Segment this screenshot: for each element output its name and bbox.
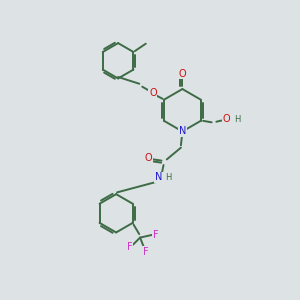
Text: N: N xyxy=(155,172,162,182)
Text: H: H xyxy=(234,115,241,124)
Text: F: F xyxy=(153,230,158,240)
Text: H: H xyxy=(165,172,172,182)
Text: O: O xyxy=(145,153,152,163)
Text: N: N xyxy=(179,126,186,136)
Text: F: F xyxy=(127,242,133,252)
Text: O: O xyxy=(178,69,186,79)
Text: O: O xyxy=(149,88,157,98)
Text: O: O xyxy=(223,114,230,124)
Text: F: F xyxy=(142,247,148,257)
